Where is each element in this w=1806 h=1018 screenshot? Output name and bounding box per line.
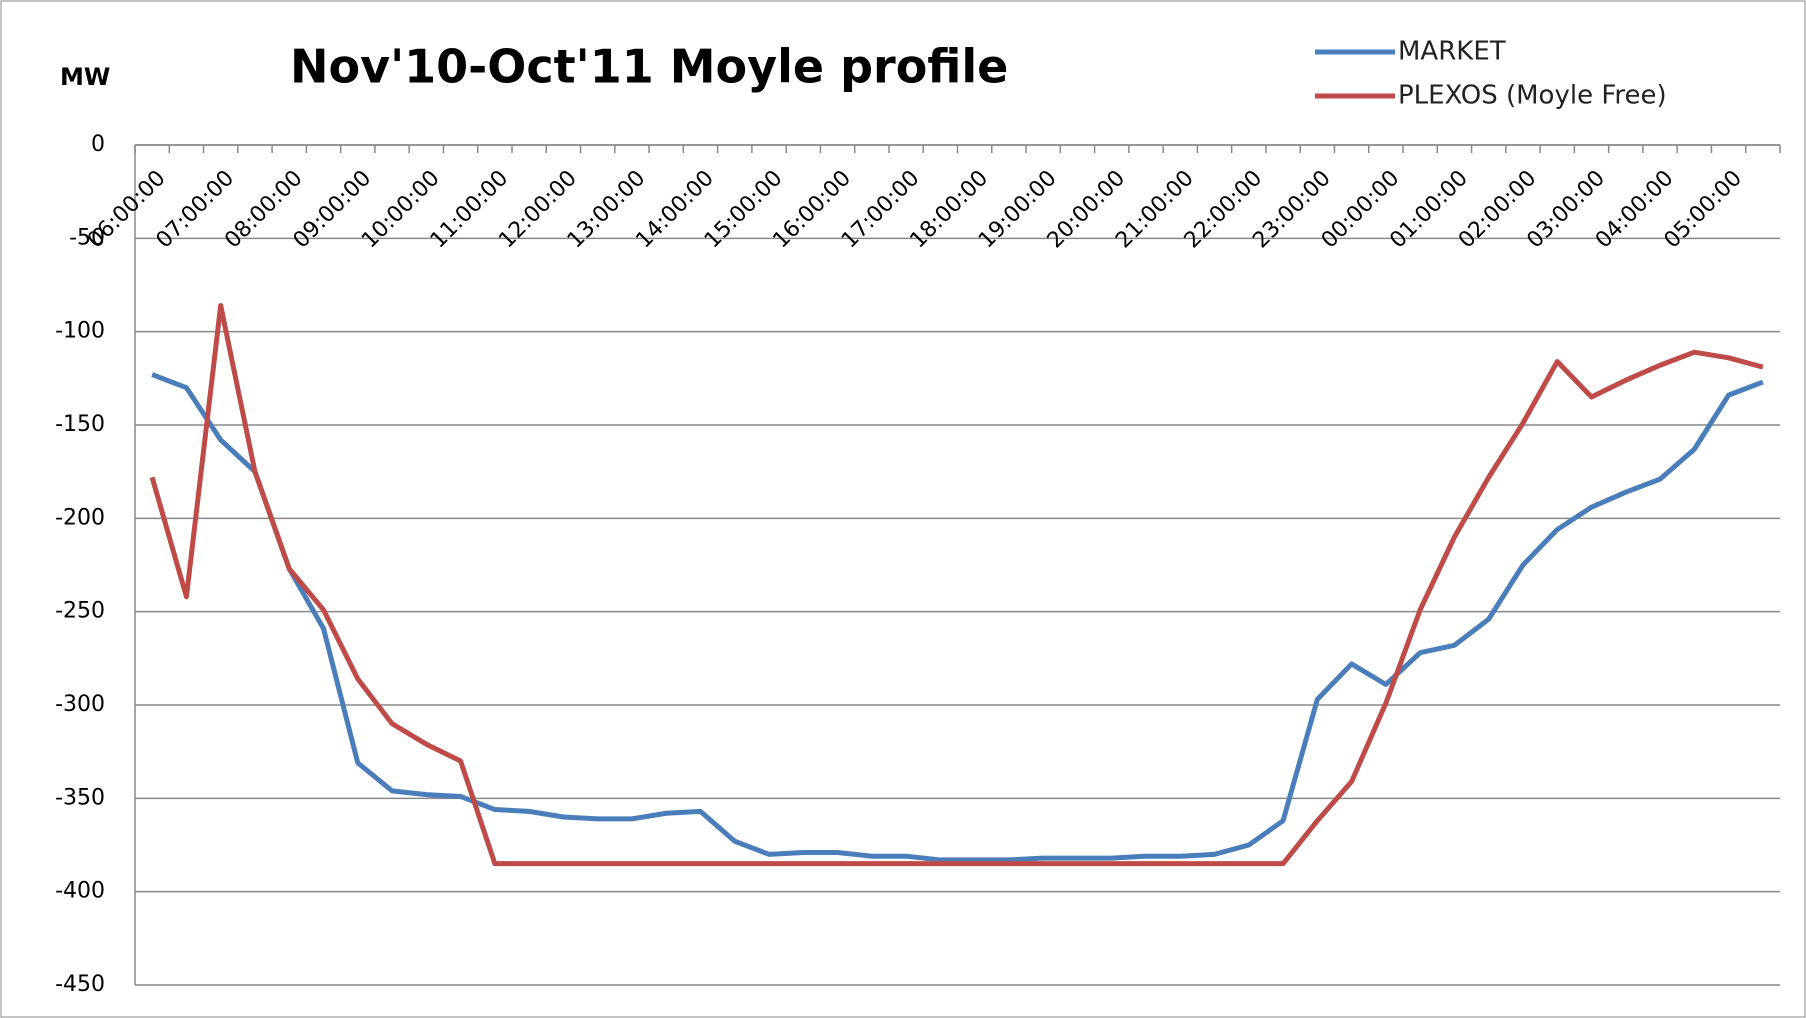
y-axis-label: MW [60, 63, 110, 91]
y-tick-label: -450 [55, 972, 105, 997]
data-line [149, 303, 1764, 867]
chart-title: Nov'10-Oct'11 Moyle profile [290, 40, 1008, 94]
y-tick-label: 0 [91, 132, 105, 157]
y-tick-label: -50 [69, 225, 105, 250]
y-tick-label: -350 [55, 785, 105, 810]
y-tick-label: -150 [55, 412, 105, 437]
y-tick-label: -200 [55, 505, 105, 530]
legend-label: MARKET [1398, 37, 1506, 67]
y-tick-label: -100 [55, 319, 105, 344]
legend-label: PLEXOS (Moyle Free) [1398, 81, 1667, 111]
y-tick-label: -300 [55, 692, 105, 717]
y-tick-label: -400 [55, 879, 105, 904]
data-line [151, 372, 1764, 863]
y-tick-label: -250 [55, 599, 105, 624]
